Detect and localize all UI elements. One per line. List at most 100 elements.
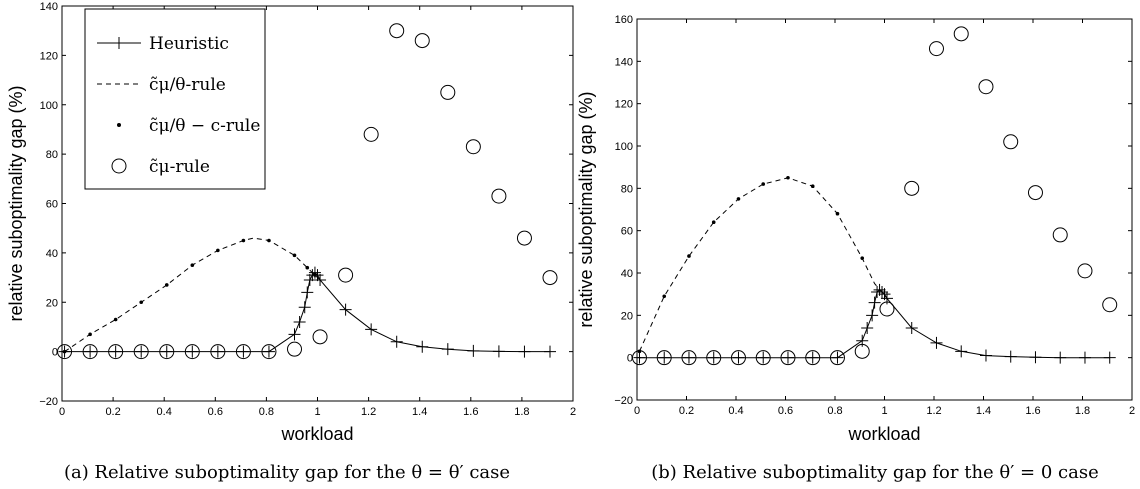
legend-label: Heuristic [149,34,229,54]
plus-marker [905,322,918,335]
circle-marker [491,188,507,204]
circle-marker [1102,297,1118,313]
y-tick-label: −20 [39,396,58,408]
plus-marker [518,345,531,358]
plus-marker [339,303,352,316]
dot-marker [305,265,310,270]
plus-marker [211,345,224,358]
y-tick-label: 60 [621,226,633,238]
x-tick-label: 0.6 [208,406,223,418]
plus-marker [416,340,429,353]
circle-marker [516,230,532,246]
dot-marker [267,238,271,243]
circle-marker [108,344,124,360]
legend-circle-marker [111,158,127,174]
x-tick-label: 0 [59,406,65,418]
x-tick-label: 2 [1129,405,1135,417]
y-tick-label: 80 [621,183,633,195]
plus-marker [298,301,311,314]
x-tick-label: 1.6 [463,406,478,418]
circle-marker [440,84,456,100]
dot-marker [835,211,840,216]
circle-marker [854,343,870,359]
y-tick-label: 100 [615,141,633,153]
figure-caption: (b) Relative suboptimality gap for the θ… [651,462,1099,483]
circle-marker [928,41,944,57]
x-tick-label: 2 [570,406,576,418]
circle-marker [184,344,200,360]
x-tick-label: 1 [881,405,887,417]
legend-label: c̃μ/θ-rule [149,75,226,95]
plus-marker [682,351,695,364]
dot-marker [761,182,766,186]
dot-marker [216,248,220,253]
circle-marker [1077,263,1093,279]
circle-marker [1027,185,1043,201]
y-tick-label: 20 [46,297,58,309]
circle-marker [755,350,771,366]
dot-marker [62,349,67,354]
x-axis-label: workload [847,424,920,444]
plus-marker [856,334,869,347]
plus-marker [314,274,327,287]
dot-marker [190,263,195,268]
circle-marker [730,350,746,366]
circle-marker [389,23,405,39]
legend-label: c̃μ/θ − c-rule [149,116,260,136]
plus-marker [365,323,378,336]
circle-marker [1052,227,1068,243]
circle-marker [805,350,821,366]
circle-marker [631,350,647,366]
x-tick-label: 1.2 [926,405,941,417]
x-tick-label: 1.2 [361,406,376,418]
x-axis-label: workload [280,424,353,444]
dot-marker [241,238,246,243]
figure-caption: (a) Relative suboptimality gap for the θ… [64,462,510,483]
x-tick-label: 0.8 [827,405,842,417]
plus-marker [84,345,97,358]
y-tick-label: 120 [615,99,633,111]
circle-marker [780,350,796,366]
plus-marker [301,286,314,299]
plus-marker [293,316,306,328]
legend-box [84,8,266,190]
circle-marker [210,344,226,360]
series-line-solid [64,271,550,353]
plus-marker [186,345,199,358]
y-tick-label: 80 [46,149,58,161]
circle-marker [235,344,251,360]
x-tick-label: 1.4 [412,406,427,418]
x-tick-label: 1.8 [1075,405,1090,417]
circle-marker [1003,134,1019,150]
circle-marker [414,33,430,49]
x-tick-label: 0.4 [157,406,172,418]
plus-marker [467,344,480,357]
y-tick-label: 0 [627,353,633,365]
plus-marker [979,349,992,362]
dot-marker [786,175,790,180]
dot-marker [139,300,144,305]
circle-marker [133,344,149,360]
plus-marker [135,345,148,358]
y-tick-label: 160 [615,14,633,26]
x-tick-label: 0.6 [778,405,793,417]
plus-marker [781,351,794,364]
y-tick-label: 140 [40,1,58,13]
plus-marker [1078,351,1091,364]
panel-a: 0 0.2 0.4 0.6 0.8 1 1.2 1.4 1.6 1.8 2−200204060801… [6,1,576,483]
legend-label: c̃μ-rule [149,157,210,177]
plus-marker [109,345,122,358]
plus-marker [1103,351,1116,364]
plus-marker [390,335,403,348]
plus-marker [160,345,173,358]
x-tick-label: 1.6 [1025,405,1040,417]
plus-marker [930,336,943,349]
plus-marker [861,322,874,335]
dot-marker [313,273,317,277]
plus-marker [262,345,275,358]
plus-marker [633,351,646,364]
plus-marker [544,345,557,358]
y-axis-label: relative suboptimality gap (%) [576,91,596,327]
y-tick-label: 40 [46,248,58,260]
y-axis-label: relative suboptimality gap (%) [6,85,26,321]
